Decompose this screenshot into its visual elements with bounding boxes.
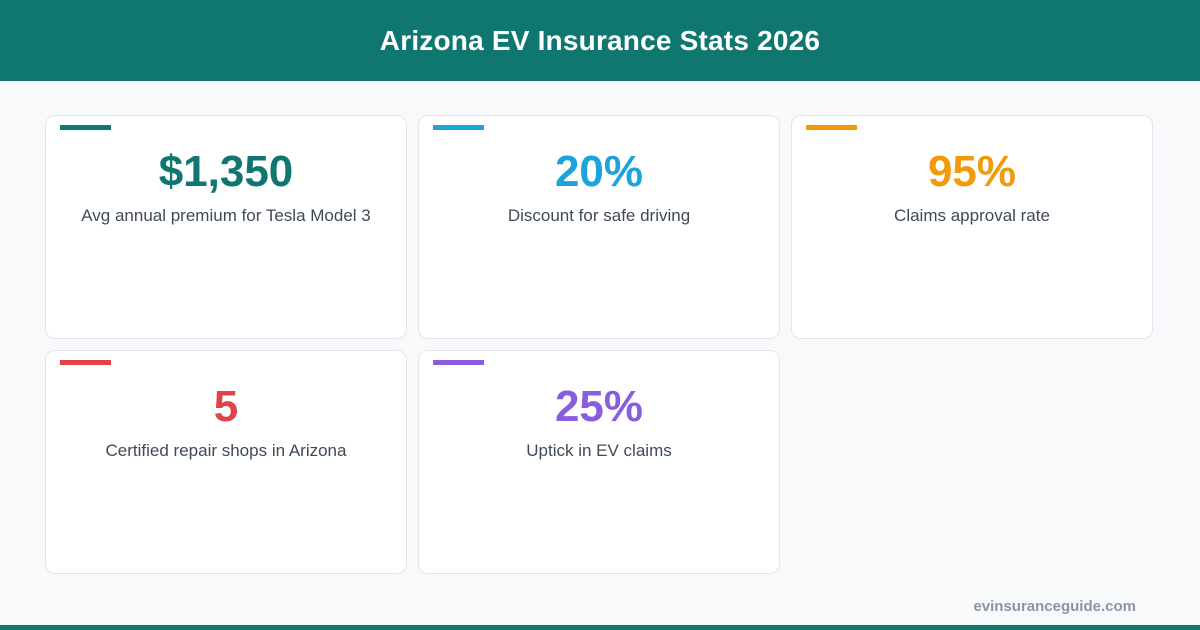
card-accent-bar (60, 125, 111, 130)
stat-value: 5 (46, 381, 406, 433)
card-accent-bar (806, 125, 857, 130)
card-accent-bar (433, 125, 484, 130)
bottom-accent-bar (0, 625, 1200, 630)
page-title: Arizona EV Insurance Stats 2026 (380, 25, 820, 57)
stat-card-repair-shops: 5 Certified repair shops in Arizona (45, 350, 407, 574)
stat-label: Uptick in EV claims (419, 440, 779, 462)
stat-value: 95% (792, 146, 1152, 198)
stat-card-premium: $1,350 Avg annual premium for Tesla Mode… (45, 115, 407, 339)
header-banner: Arizona EV Insurance Stats 2026 (0, 0, 1200, 81)
stat-label: Claims approval rate (792, 205, 1152, 227)
stat-card-claims-approval: 95% Claims approval rate (791, 115, 1153, 339)
stat-value: 20% (419, 146, 779, 198)
card-accent-bar (60, 360, 111, 365)
stat-label: Certified repair shops in Arizona (46, 440, 406, 462)
stat-value: 25% (419, 381, 779, 433)
stat-label: Avg annual premium for Tesla Model 3 (46, 205, 406, 227)
stat-label: Discount for safe driving (419, 205, 779, 227)
stat-value: $1,350 (46, 146, 406, 198)
stat-card-ev-claims: 25% Uptick in EV claims (418, 350, 780, 574)
site-watermark: evinsuranceguide.com (973, 598, 1136, 615)
card-accent-bar (433, 360, 484, 365)
stat-card-discount: 20% Discount for safe driving (418, 115, 780, 339)
